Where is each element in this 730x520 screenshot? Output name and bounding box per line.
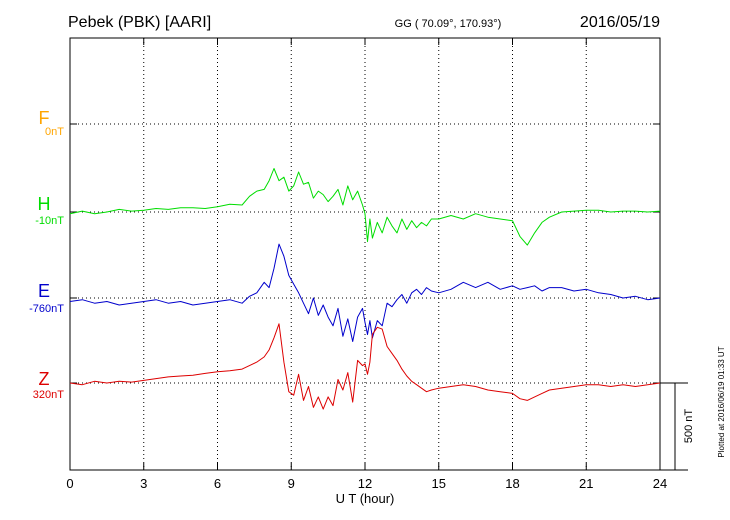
series-name-e: E [38, 281, 50, 301]
x-tick-label: 24 [653, 476, 667, 491]
x-tick-label: 9 [288, 476, 295, 491]
series-name-z: Z [39, 369, 50, 389]
x-axis-ticks [69, 38, 661, 470]
series-baseline-f: 0nT [45, 126, 64, 138]
x-tick-label: 3 [140, 476, 147, 491]
series-traces [69, 168, 661, 410]
x-tick-label: 18 [505, 476, 519, 491]
trace-z [69, 323, 661, 410]
series-name-h: H [38, 194, 51, 214]
trace-h [69, 168, 661, 246]
x-tick-label: 12 [358, 476, 372, 491]
scale-bar-label: 500 nT [683, 409, 695, 444]
series-baseline-z: 320nT [33, 389, 64, 401]
series-baseline-e: -760nT [29, 303, 64, 315]
x-axis-label: U T (hour) [336, 491, 395, 506]
series-name-f: F [39, 108, 50, 128]
series-baseline-h: -10nT [35, 215, 64, 227]
trace-e [69, 243, 661, 342]
station-title: Pebek (PBK) [AARI] [68, 14, 211, 31]
x-axis-tick-labels: 0 3 6 9 12 15 18 21 24 [66, 476, 667, 491]
plot-date: 2016/05/19 [580, 14, 660, 31]
x-tick-label: 15 [432, 476, 446, 491]
x-tick-label: 21 [579, 476, 593, 491]
station-coords: GG ( 70.09°, 170.93°) [395, 18, 502, 30]
plotted-at-note: Plotted at 2016/06/19 01:33 UT [717, 346, 726, 457]
scale-bar: 500 nT [660, 382, 695, 471]
grid-lines [70, 38, 660, 470]
x-tick-label: 6 [214, 476, 221, 491]
x-tick-label: 0 [66, 476, 73, 491]
